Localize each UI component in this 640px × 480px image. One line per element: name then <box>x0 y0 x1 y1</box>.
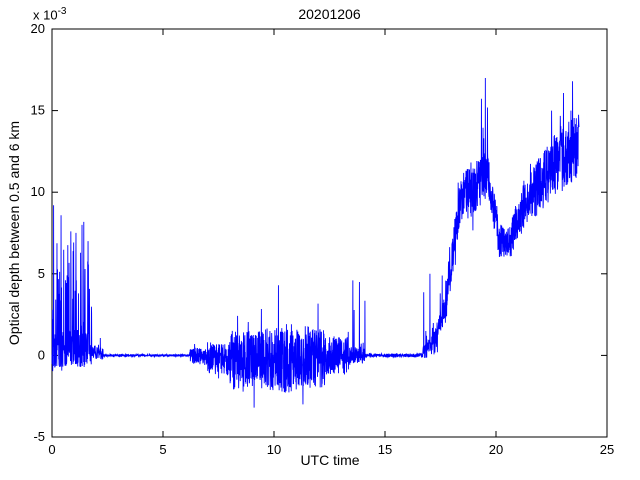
x-tick-label: 20 <box>489 442 503 457</box>
x-axis-label: UTC time <box>300 452 360 468</box>
x-tick-label: 0 <box>48 442 55 457</box>
data-line <box>51 77 580 408</box>
x-tick-label: 10 <box>267 442 281 457</box>
x-tick-label: 15 <box>378 442 392 457</box>
chart-title: 20201206 <box>298 6 361 22</box>
y-tick-label: 0 <box>38 347 45 362</box>
scale-base: x 10 <box>33 7 58 23</box>
x-tick-label: 25 <box>600 442 614 457</box>
y-tick-label: 20 <box>31 21 45 36</box>
y-axis-label: Optical depth between 0.5 and 6 km <box>6 120 22 346</box>
y-tick-label: -5 <box>33 429 45 444</box>
y-axis-scale-label: x 10-3 <box>33 6 66 22</box>
y-tick-label: 5 <box>38 266 45 281</box>
y-tick-label: 10 <box>31 184 45 199</box>
axes-box <box>51 28 608 438</box>
scale-exponent: -3 <box>57 6 67 17</box>
y-tick-label: 15 <box>31 103 45 118</box>
x-tick-label: 5 <box>159 442 166 457</box>
